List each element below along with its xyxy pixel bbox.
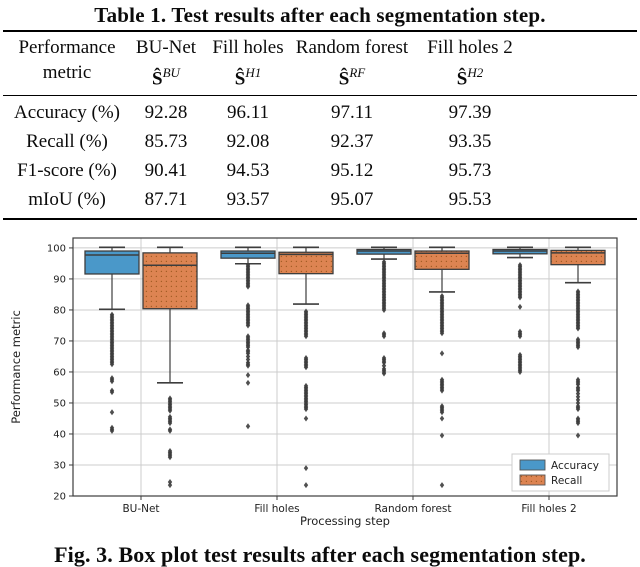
- x-axis: BU-Net Fill holes Random forest Fill holes …: [122, 496, 577, 515]
- table-row: F1-score (%) 90.41 94.53 95.12 95.73: [17, 160, 492, 182]
- y-tick-label: 100: [47, 244, 66, 255]
- table-title: Table 1. Test results after each segment…: [94, 3, 546, 27]
- table-row: Accuracy (%) 92.28 96.11 97.11 97.39: [13, 102, 492, 124]
- y-tick-label: 30: [53, 461, 66, 472]
- y-tick-label: 60: [53, 368, 66, 379]
- box-recall-fill-holes-2: [550, 246, 606, 439]
- table-body: Accuracy (%) 92.28 96.11 97.11 97.39 Rec…: [0, 96, 640, 218]
- header-random-forest: Random forest ŜRF: [295, 37, 409, 90]
- y-axis-label: Performance metric: [9, 311, 23, 425]
- header-fill-holes-2: Fill holes 2 ŜH2: [427, 37, 513, 90]
- x-axis-label: Processing step: [300, 514, 390, 528]
- header-performance-metric: Performance metric: [18, 37, 116, 83]
- x-tick-label: Fill holes: [254, 503, 299, 515]
- legend-label-accuracy: Accuracy: [551, 460, 599, 472]
- y-tick-label: 50: [53, 399, 66, 410]
- y-tick-label: 80: [53, 306, 66, 317]
- boxplot-chart: 20 30 40 50 60 70 80 90 100 BU-Net Fill holes Rando…: [9, 237, 618, 528]
- y-tick-label: 90: [53, 275, 66, 286]
- legend-swatch-accuracy: [519, 459, 546, 471]
- box-accuracy-random-forest: [356, 246, 412, 377]
- y-tick-label: 70: [53, 337, 66, 348]
- table-header: Performance metric BU-Net ŜBU Fill holes…: [0, 32, 640, 95]
- figure-caption: Fig. 3. Box plot test results after each…: [54, 542, 586, 567]
- gridlines: [73, 238, 617, 497]
- box-accuracy-bu-net: [84, 246, 140, 435]
- y-tick-label: 20: [53, 492, 66, 503]
- box-accuracy-fill-holes: [220, 246, 276, 430]
- x-tick-label: Random forest: [374, 503, 451, 515]
- box-recall-fill-holes: [278, 246, 334, 489]
- legend: Accuracy Recall: [511, 453, 610, 492]
- y-axis: 20 30 40 50 60 70 80 90 100: [47, 244, 73, 503]
- plot-frame: [72, 237, 618, 497]
- legend-swatch-recall: [519, 474, 546, 486]
- header-bu-net: BU-Net ŜBU: [135, 37, 197, 90]
- box-recall-random-forest: [414, 246, 470, 489]
- y-tick-label: 40: [53, 430, 66, 441]
- table-top-rule: [3, 30, 637, 32]
- table-row: mIoU (%) 87.71 93.57 95.07 95.53: [28, 189, 492, 211]
- box-recall-bu-net: [142, 246, 198, 489]
- table-mid-rule: [3, 95, 637, 97]
- x-tick-label: BU-Net: [122, 503, 159, 515]
- table-bottom-rule: [3, 218, 637, 221]
- x-tick-label: Fill holes 2: [521, 503, 576, 515]
- table-row: Recall (%) 85.73 92.08 92.37 93.35: [26, 131, 492, 153]
- legend-label-recall: Recall: [551, 475, 582, 487]
- box-accuracy-fill-holes-2: [492, 246, 548, 376]
- figure-3-boxplot: 20 30 40 50 60 70 80 90 100 BU-Net Fill holes Rando…: [0, 235, 640, 537]
- table-1: Table 1. Test results after each segment…: [0, 0, 640, 221]
- header-fill-holes: Fill holes ŜH1: [212, 37, 284, 90]
